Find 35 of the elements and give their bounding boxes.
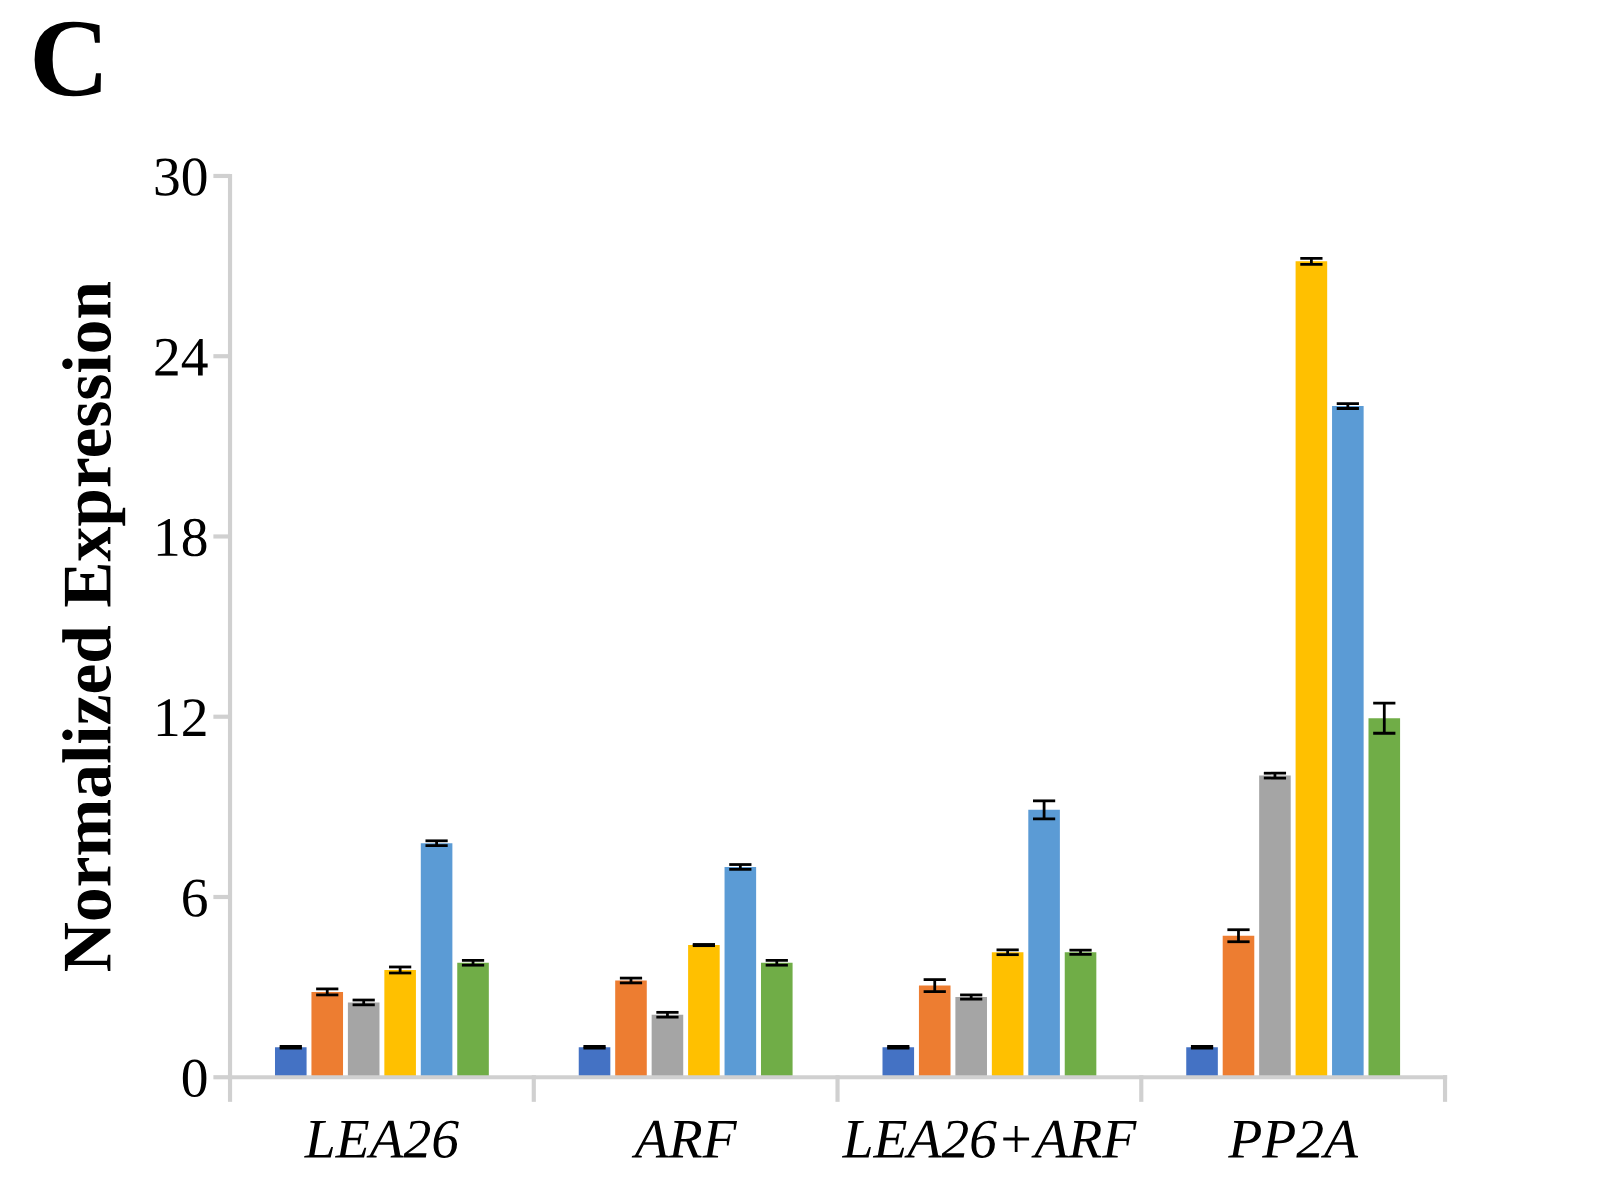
bar [1259, 775, 1291, 1078]
bar [955, 997, 987, 1078]
y-tick-label: 18 [157, 518, 207, 557]
y-tick-label: 24 [155, 338, 208, 376]
x-tick-label: LEA26+ARF [841, 1120, 1137, 1158]
bar [311, 991, 344, 1078]
y-tick-label: 0 [182, 1059, 207, 1098]
x-tick-label: LEA26 [304, 1120, 459, 1158]
bar [274, 1047, 307, 1078]
bar [724, 866, 757, 1078]
bar [457, 962, 489, 1078]
bar [347, 1002, 380, 1078]
bar [1028, 809, 1060, 1078]
text: C [34, 21, 101, 97]
bar [882, 1047, 915, 1078]
bar [991, 952, 1024, 1078]
y-tick-label: 30 [155, 158, 207, 196]
bar [1332, 406, 1364, 1078]
bar [688, 945, 720, 1078]
bar [420, 843, 453, 1078]
bar [1368, 718, 1401, 1078]
x-tick-label: PP2A [1228, 1120, 1359, 1158]
bar [1295, 261, 1328, 1078]
y-tick-label: 12 [157, 699, 206, 736]
bar [760, 962, 793, 1078]
bar [651, 1014, 684, 1078]
x-tick-label: ARF [631, 1120, 738, 1158]
bar [1186, 1047, 1218, 1078]
bar [1222, 935, 1255, 1078]
bar [1064, 952, 1097, 1078]
y-axis-title: Normalized Expression [62, 282, 126, 971]
bar [918, 985, 951, 1078]
y-tick-label: 6 [183, 879, 207, 917]
bar [615, 980, 647, 1078]
bar [384, 969, 416, 1078]
